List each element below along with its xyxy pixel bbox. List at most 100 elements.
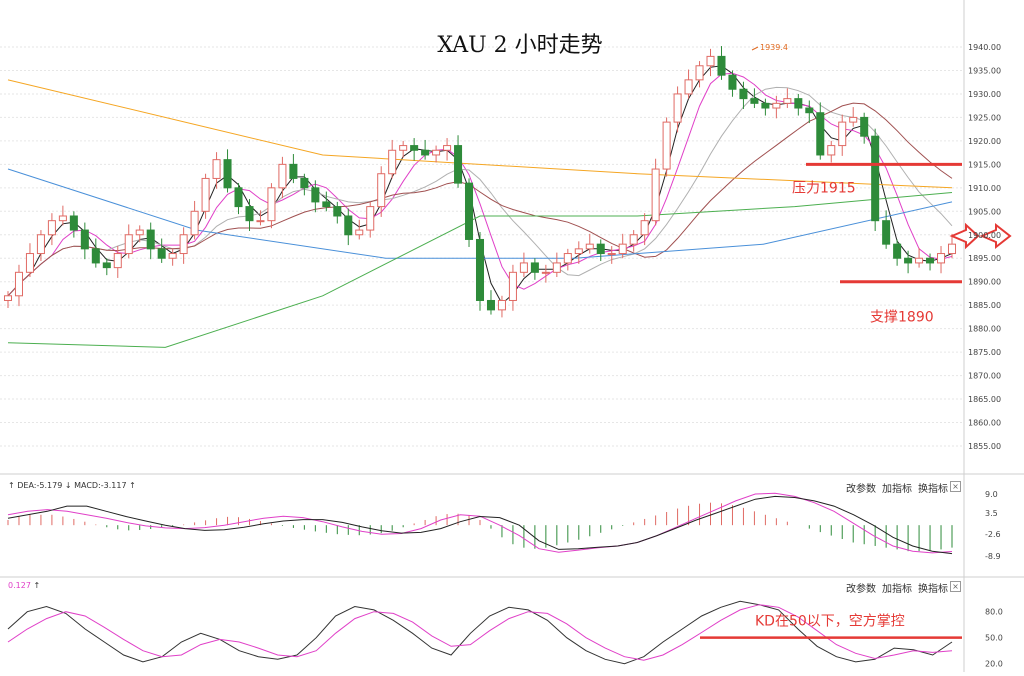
bull-candle xyxy=(651,168,660,222)
bear-candle xyxy=(805,107,814,114)
bull-candle xyxy=(256,220,265,223)
bear-candle xyxy=(454,145,463,184)
switch-indicator-button[interactable]: 换指标 xyxy=(918,584,948,595)
close-icon[interactable]: × xyxy=(950,481,961,492)
price-tick-label: 1880.00 xyxy=(968,325,1001,334)
bull-candle xyxy=(838,121,847,147)
bear-candle xyxy=(311,187,320,203)
price-tick-label: 1910.00 xyxy=(968,184,1001,193)
bull-candle xyxy=(640,220,649,236)
bear-candle xyxy=(904,257,913,264)
bull-candle xyxy=(662,121,671,170)
bear-candle xyxy=(157,248,166,259)
bear-candle xyxy=(333,206,342,217)
close-icon[interactable]: × xyxy=(950,581,961,592)
bull-candle xyxy=(574,248,583,255)
arrow-right-icon xyxy=(949,222,980,250)
bear-candle xyxy=(728,74,737,90)
bear-candle xyxy=(761,102,770,109)
bull-candle xyxy=(772,102,781,109)
macd-header: ↑ DEA:-5.179 ↓ MACD:-3.117 ↑ xyxy=(8,481,136,490)
macd-panel: 9.0 3.5 -2.6 -8.9 xyxy=(7,490,1001,561)
bear-candle xyxy=(465,182,474,240)
price-tick-label: 1890.00 xyxy=(968,278,1001,287)
dea-value: DEA:-5.179 xyxy=(17,481,63,490)
macd-tick-label: 3.5 xyxy=(985,509,998,518)
bull-candle xyxy=(25,253,34,273)
macd-value: MACD:-3.117 xyxy=(74,481,127,490)
bull-candle xyxy=(915,257,924,264)
kd-value: 0.127 xyxy=(8,581,31,590)
bear-candle xyxy=(750,98,759,104)
bear-candle xyxy=(475,238,485,301)
add-indicator-button[interactable]: 加指标 xyxy=(882,584,912,595)
bear-candle xyxy=(234,187,243,208)
bull-candle xyxy=(124,234,133,255)
price-tick-label: 1885.00 xyxy=(968,301,1001,310)
bull-candle xyxy=(673,93,682,123)
change-params-button[interactable]: 改参数 xyxy=(846,484,876,495)
annotations-layer: 压力1915 支撑1890 xyxy=(751,46,1012,326)
kd-header: 0.127 ↑ xyxy=(8,581,40,590)
bear-candle xyxy=(69,215,78,231)
price-tick-label: 1895.00 xyxy=(968,254,1001,263)
kd-tick-label: 20.0 xyxy=(985,660,1003,669)
bear-candle xyxy=(146,229,155,250)
bull-candle xyxy=(937,253,946,264)
price-tick-label: 1940.00 xyxy=(968,43,1001,52)
bull-candle xyxy=(947,243,957,255)
bear-candle xyxy=(926,257,935,264)
moving-average-line xyxy=(7,192,953,348)
bear-candle xyxy=(882,220,891,245)
resistance-label: 压力1915 xyxy=(792,180,856,196)
bear-candle xyxy=(486,299,495,311)
bull-candle xyxy=(201,177,210,212)
macd-tick-label: 9.0 xyxy=(985,490,998,499)
bull-candle xyxy=(366,206,375,231)
bull-candle xyxy=(190,210,199,236)
bear-candle xyxy=(322,201,331,208)
arrow-right-icon xyxy=(979,222,1012,250)
arrow-up-icon: ↑ xyxy=(129,481,136,490)
bear-candle xyxy=(289,163,298,179)
moving-average-line xyxy=(7,79,953,189)
bull-candle xyxy=(432,149,441,156)
kd-line xyxy=(7,600,953,665)
bull-candle xyxy=(629,234,638,245)
price-axis: 1940.00 1935.00 1930.00 1925.00 1920.00 1915.… xyxy=(968,43,1001,451)
bull-candle xyxy=(58,215,67,222)
high-price-pointer xyxy=(751,46,759,51)
macd-tick-label: -8.9 xyxy=(985,552,1001,561)
bull-candle xyxy=(113,253,122,269)
switch-indicator-button[interactable]: 换指标 xyxy=(918,484,948,495)
bull-candle xyxy=(618,243,627,255)
bear-candle xyxy=(245,206,254,222)
add-indicator-button[interactable]: 加指标 xyxy=(882,484,912,495)
bull-candle xyxy=(377,173,386,208)
change-params-button[interactable]: 改参数 xyxy=(846,584,876,595)
bull-candle xyxy=(541,271,550,274)
bear-candle xyxy=(91,248,100,264)
macd-line xyxy=(7,495,953,555)
bull-candle xyxy=(47,220,56,236)
bull-candle xyxy=(278,163,287,189)
bear-candle xyxy=(794,98,803,109)
macd-tick-label: -2.6 xyxy=(985,530,1001,539)
bull-candle xyxy=(355,229,364,236)
bull-candle xyxy=(706,55,715,67)
arrow-up-icon: ↑ xyxy=(33,581,41,590)
bear-candle xyxy=(344,215,353,236)
kd-tick-label: 50.0 xyxy=(985,634,1003,643)
chart-title: XAU 2 小时走势 xyxy=(437,33,602,58)
bear-candle xyxy=(80,229,89,250)
price-tick-label: 1870.00 xyxy=(968,372,1001,381)
high-price-label: 1939.4 xyxy=(760,43,788,52)
bull-candle xyxy=(179,234,188,255)
bull-candle xyxy=(135,229,144,236)
bear-candle xyxy=(860,116,869,137)
bear-candle xyxy=(596,243,605,255)
bull-candle xyxy=(267,187,276,222)
kd-panel: 80.0 50.0 20.0 KD在50以下，空方掌控 xyxy=(7,600,1003,669)
